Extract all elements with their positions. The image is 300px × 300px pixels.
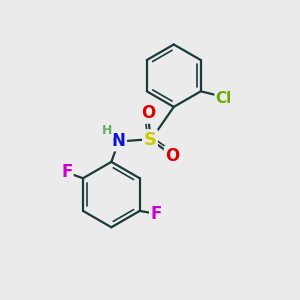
Text: O: O <box>165 147 179 165</box>
Text: O: O <box>141 104 156 122</box>
Text: F: F <box>61 163 72 181</box>
Text: H: H <box>102 124 113 137</box>
Text: N: N <box>112 132 126 150</box>
Text: Cl: Cl <box>216 91 232 106</box>
Text: S: S <box>143 130 157 148</box>
Text: F: F <box>150 205 162 223</box>
